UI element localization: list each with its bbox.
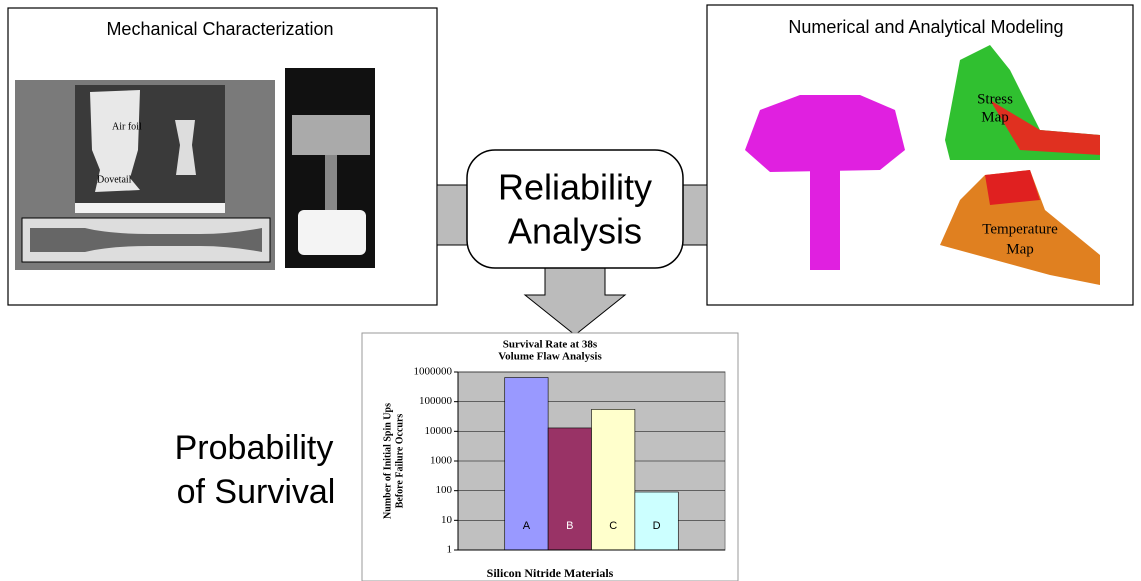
center-text: Analysis [508, 211, 642, 252]
shaft [810, 170, 840, 270]
machine-base [298, 210, 366, 255]
outcome-text: of Survival [177, 473, 336, 511]
arrow-down [525, 262, 625, 335]
y-tick-label: 100 [436, 484, 453, 496]
stress-label: Map [981, 109, 1009, 125]
machine-rod [325, 155, 337, 210]
x-axis-label: Silicon Nitride Materials [487, 566, 614, 580]
y-tick-label: 1 [447, 544, 453, 556]
bar-category-label: B [566, 520, 573, 532]
ruler [75, 203, 225, 213]
label-airfoil: Air foil [112, 121, 142, 132]
stress-label: Stress [977, 91, 1013, 107]
right-title: Numerical and Analytical Modeling [788, 17, 1063, 37]
bar-category-label: C [609, 520, 617, 532]
left-title: Mechanical Characterization [106, 19, 333, 39]
y-tick-label: 1000000 [414, 366, 453, 378]
temperature-label: Temperature [982, 221, 1058, 237]
bar-category-label: A [523, 520, 531, 532]
y-axis-label: Number of Initial Spin Ups [382, 403, 393, 519]
machine-head [292, 115, 370, 155]
page: Mechanical Characterization Air foil Dov… [0, 0, 1141, 581]
outcome-text: Probability [175, 429, 334, 467]
temperature-hot [985, 170, 1040, 205]
y-tick-label: 10 [441, 514, 453, 526]
chart-title: Survival Rate at 38s [503, 339, 598, 351]
y-tick-label: 1000 [430, 455, 453, 467]
bar-category-label: D [653, 520, 661, 532]
y-axis-label: Before Failure Occurs [394, 414, 405, 509]
label-dovetail: Dovetail [97, 174, 132, 185]
y-tick-label: 100000 [419, 395, 453, 407]
center-text: Reliability [498, 167, 652, 208]
chart-title: Volume Flaw Analysis [498, 351, 602, 363]
y-tick-label: 10000 [425, 425, 453, 437]
temperature-label: Map [1006, 241, 1034, 257]
